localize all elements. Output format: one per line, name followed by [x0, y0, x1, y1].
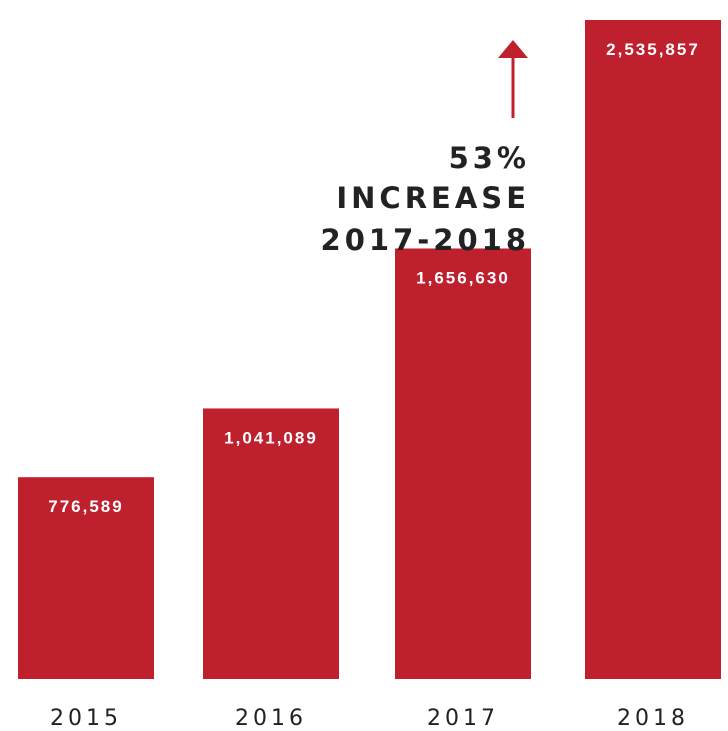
bar-value-label-2018: 2,535,857	[606, 40, 700, 59]
bar-value-label-2017: 1,656,630	[416, 268, 510, 287]
bar-2015	[18, 477, 154, 679]
bars-group: 776,589 1,041,089 1,656,630 2,535,857	[18, 20, 721, 679]
bar-value-label-2015: 776,589	[48, 497, 123, 516]
bar-2018	[585, 20, 721, 679]
x-tick-label-2015: 2015	[50, 706, 122, 731]
annotation-line-3: 2017-2018	[321, 223, 530, 257]
bar-2016	[203, 408, 339, 679]
x-tick-label-2018: 2018	[617, 706, 689, 731]
bar-2017	[395, 248, 531, 679]
bar-value-label-2016: 1,041,089	[224, 428, 318, 447]
annotation-line-2: INCREASE	[336, 181, 530, 215]
x-tick-label-2016: 2016	[235, 706, 307, 731]
x-axis-ticks: 2015 2016 2017 2018	[50, 706, 689, 731]
x-tick-label-2017: 2017	[427, 706, 499, 731]
arrow-up-icon	[498, 40, 528, 118]
annotation-line-1: 53%	[449, 141, 530, 175]
increase-annotation: 53% INCREASE 2017-2018	[321, 40, 530, 257]
